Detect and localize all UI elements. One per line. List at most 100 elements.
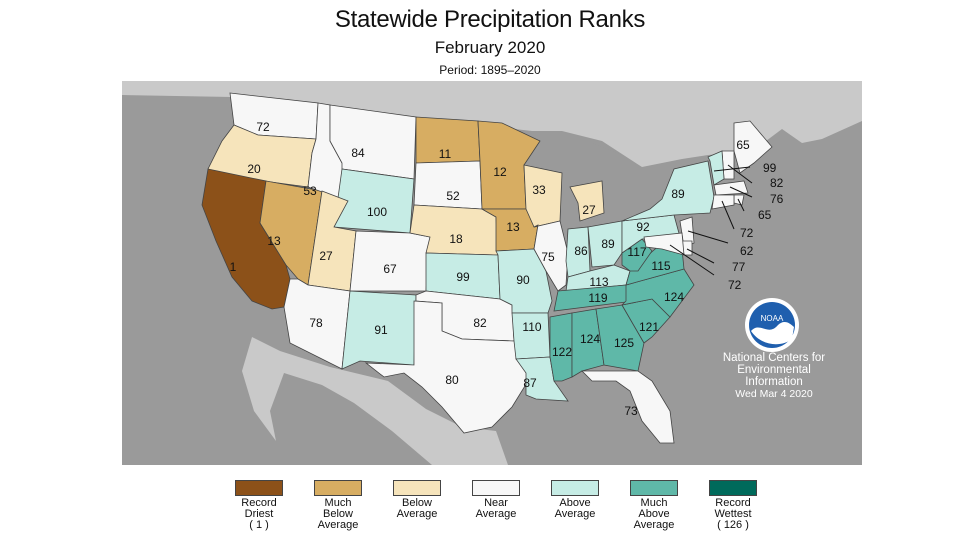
state-md xyxy=(643,232,685,256)
legend: Record Driest ( 1 ) Much Below Average Bel… xyxy=(224,480,784,540)
rank-label-nc: 124 xyxy=(664,290,684,304)
rank-label-wy: 100 xyxy=(367,205,387,219)
rank-label-mn: 12 xyxy=(493,165,507,179)
legend-label: Near Average xyxy=(475,497,517,520)
legend-swatch xyxy=(235,480,283,496)
legend-swatch xyxy=(551,480,599,496)
map-subtitle: February 2020 xyxy=(434,38,546,57)
rank-label-nd: 11 xyxy=(439,147,452,161)
rank-label-md: 72 xyxy=(728,278,742,292)
rank-label-ri: 65 xyxy=(758,208,772,222)
rank-label-nm: 91 xyxy=(374,323,388,337)
rank-label-ar: 110 xyxy=(522,320,541,334)
legend-item-near: Near Average xyxy=(461,480,531,520)
rank-label-pa: 92 xyxy=(636,220,650,234)
state-nm xyxy=(341,290,417,370)
rank-label-il: 75 xyxy=(541,250,555,264)
state-mt xyxy=(329,104,417,180)
rank-label-ut: 27 xyxy=(319,249,333,263)
rank-label-fl: 73 xyxy=(624,404,638,418)
rank-label-az: 78 xyxy=(309,316,323,330)
rank-label-mi: 27 xyxy=(582,203,596,217)
legend-swatch xyxy=(709,480,757,496)
state-fl xyxy=(581,370,675,444)
legend-item-above: Above Average xyxy=(540,480,610,520)
credit-line-2: Environmental xyxy=(737,364,811,376)
map-title: Statewide Precipitation Ranks xyxy=(334,6,646,33)
state-vt xyxy=(707,150,725,186)
legend-swatch xyxy=(630,480,678,496)
rank-label-ne: 18 xyxy=(449,232,463,246)
rank-label-ok: 82 xyxy=(473,316,487,330)
legend-label: Record Wettest ( 126 ) xyxy=(714,497,752,531)
rank-label-ma: 76 xyxy=(770,192,784,206)
state-co xyxy=(349,230,431,292)
rank-label-mo: 90 xyxy=(516,273,530,287)
state-ga xyxy=(595,304,645,372)
rank-label-nv: 13 xyxy=(267,234,281,248)
labels-layer: 7220113538410027786791115218998280121390… xyxy=(230,120,784,418)
state-ct xyxy=(711,194,735,210)
legend-item-record-wettest: Record Wettest ( 126 ) xyxy=(698,480,768,531)
rank-label-vt: 99 xyxy=(763,161,777,175)
great-lakes xyxy=(532,143,692,231)
rank-label-in: 86 xyxy=(574,244,588,258)
rank-label-ga: 125 xyxy=(614,336,634,350)
state-mi xyxy=(569,180,605,222)
rank-label-sc: 121 xyxy=(639,320,659,334)
callouts-layer xyxy=(669,164,753,276)
state-nc xyxy=(620,268,695,318)
us-precipitation-map: 7220113538410027786791115218998280121390… xyxy=(122,81,862,465)
rank-label-de: 77 xyxy=(732,260,746,274)
rank-label-id: 53 xyxy=(303,184,317,198)
rank-label-oh: 89 xyxy=(601,237,615,251)
legend-swatch xyxy=(393,480,441,496)
rank-label-la: 87 xyxy=(523,376,537,390)
rank-label-or: 20 xyxy=(247,162,261,176)
rank-label-co: 67 xyxy=(383,262,397,276)
callout-line-md xyxy=(669,244,715,276)
credit-block: National Centers for Environmental Infor… xyxy=(718,352,830,400)
legend-swatch xyxy=(472,480,520,496)
rank-label-ny: 89 xyxy=(671,187,685,201)
mexico-land xyxy=(242,337,508,465)
callout-line-ct xyxy=(721,200,735,230)
rank-label-al: 124 xyxy=(580,332,600,346)
state-oh xyxy=(587,220,623,268)
states-layer xyxy=(201,92,773,444)
rank-label-ia: 13 xyxy=(506,220,520,234)
rank-label-wi: 33 xyxy=(532,183,546,197)
legend-label: Much Above Average xyxy=(633,497,675,531)
legend-item-below: Below Average xyxy=(382,480,452,520)
state-ny xyxy=(621,160,715,222)
rank-label-tn: 119 xyxy=(588,291,607,305)
rank-label-ms: 122 xyxy=(552,345,572,359)
credit-date: Wed Mar 4 2020 xyxy=(735,388,813,400)
legend-label: Above Average xyxy=(554,497,596,520)
rank-label-nj: 62 xyxy=(740,244,754,258)
callout-line-de xyxy=(686,248,715,264)
legend-label: Below Average xyxy=(396,497,438,520)
credit-line-3: Information xyxy=(745,376,803,388)
callout-line-vt xyxy=(713,166,751,172)
rank-label-ct: 72 xyxy=(740,226,754,240)
legend-label: Record Driest ( 1 ) xyxy=(241,497,277,531)
callout-line-nh xyxy=(727,164,753,184)
callout-line-nj xyxy=(687,230,729,244)
rank-label-sd: 52 xyxy=(446,189,460,203)
rank-label-ca: 1 xyxy=(230,260,237,274)
noaa-logo: NOAA xyxy=(745,298,799,352)
rank-label-ky: 113 xyxy=(589,275,608,289)
callout-line-ri xyxy=(737,198,745,212)
rank-label-tx: 80 xyxy=(445,373,459,387)
legend-item-record-driest: Record Driest ( 1 ) xyxy=(224,480,294,531)
rank-label-wa: 72 xyxy=(256,120,270,134)
period-label: Period: 1895–2020 xyxy=(439,63,541,77)
legend-swatch xyxy=(314,480,362,496)
rank-label-me: 65 xyxy=(736,138,750,152)
legend-item-much-above: Much Above Average xyxy=(619,480,689,531)
state-al xyxy=(571,308,605,378)
rank-label-mt: 84 xyxy=(351,146,365,160)
credit-line-1: National Centers for xyxy=(722,352,826,364)
state-tx xyxy=(364,300,529,434)
